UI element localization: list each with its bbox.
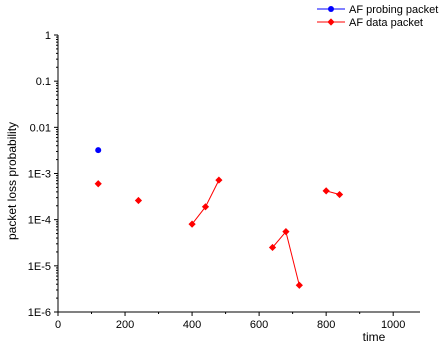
data-point	[188, 220, 196, 228]
data-point	[335, 190, 344, 199]
legend-label: AF probing packet	[349, 4, 438, 16]
axes: 1E-6 1E-5 1E-4 1E-3 0.01 0.1 1 0 200 400 600 800 100…	[28, 30, 420, 331]
x-tick-label: 200	[116, 319, 134, 331]
legend-marker	[327, 18, 335, 26]
x-tick-label: 400	[183, 319, 201, 331]
data-point	[95, 147, 102, 154]
data-point	[94, 180, 102, 188]
y-axis-title: packet loss probability	[5, 122, 19, 240]
y-tick-label: 0.01	[30, 122, 51, 134]
data-point	[295, 281, 303, 289]
data-point	[134, 196, 143, 205]
chart-marks	[94, 147, 344, 289]
series-line	[272, 230, 300, 286]
x-axis-title: time	[363, 330, 386, 344]
y-tick-label: 1E-3	[28, 169, 51, 181]
series-af-data-packet	[94, 176, 344, 289]
series-af-probing-packet	[95, 147, 102, 154]
legend-label: AF data packet	[349, 17, 423, 29]
data-point	[322, 187, 330, 195]
data-point	[215, 176, 223, 184]
legend-marker	[328, 6, 334, 12]
x-tick-label: 0	[55, 319, 61, 331]
y-tick-label: 1	[45, 30, 51, 42]
x-tick-label: 1000	[381, 319, 405, 331]
data-point	[282, 228, 290, 236]
x-tick-label: 600	[250, 319, 268, 331]
data-point	[268, 243, 277, 252]
x-tick-label: 800	[317, 319, 335, 331]
series-line	[191, 179, 220, 225]
y-tick-label: 0.1	[36, 76, 51, 88]
data-point	[201, 203, 210, 211]
y-tick-label: 1E-5	[28, 261, 51, 273]
y-tick-label: 1E-6	[28, 307, 51, 319]
y-tick-label: 1E-4	[28, 215, 51, 227]
